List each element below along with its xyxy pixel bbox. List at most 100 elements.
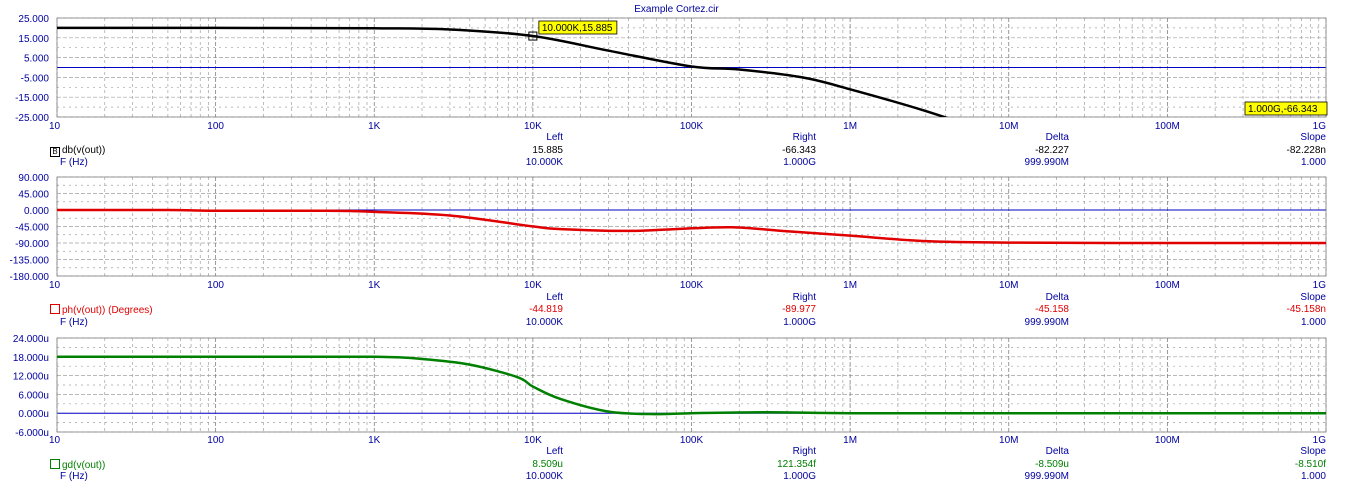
header-left: Left — [546, 446, 563, 457]
header-right: Right — [792, 132, 816, 143]
trace-marker-phase[interactable] — [50, 304, 60, 314]
phase-freq-slope: 1.000 — [1300, 317, 1326, 328]
header-slope: Slope — [1300, 132, 1326, 143]
trace-name-gd: gd(v(out)) — [62, 460, 106, 471]
y-tick-label: 0.000 — [24, 206, 49, 217]
y-tick-label: -180.000 — [10, 272, 50, 283]
plot-frame — [56, 176, 1327, 277]
y-tick-label: -15.000 — [15, 93, 49, 104]
gd-freq-left: 10.000K — [525, 471, 563, 482]
y-tick-label: 5.000 — [24, 54, 49, 65]
gd-right-value: 121.354f — [777, 459, 816, 470]
freq-row-mag: F (Hz) 10.000K 1.000G 999.990M 1.000 — [0, 157, 1353, 169]
header-left: Left — [546, 292, 563, 303]
mag-delta-value: -82.227 — [1035, 145, 1069, 156]
x-tick-label: 100 — [207, 121, 224, 132]
trace-row-gd[interactable]: gd(v(out)) 8.509u 121.354f -8.509u -8.51… — [0, 459, 1353, 471]
trace-marker-mag[interactable]: B — [50, 147, 60, 157]
gd-freq-delta: 999.990M — [1024, 471, 1069, 482]
mag-slope-value: -82.228n — [1286, 145, 1326, 156]
mag-freq-left: 10.000K — [525, 157, 563, 168]
freq-row-phase: F (Hz) 10.000K 1.000G 999.990M 1.000 — [0, 317, 1353, 329]
y-tick-label: -5.000 — [21, 73, 50, 84]
trace-marker-gd[interactable] — [50, 459, 60, 469]
x-tick-label: 10M — [999, 280, 1018, 291]
x-tick-label: 100M — [1155, 121, 1180, 132]
y-tick-label: 24.000u — [13, 334, 49, 345]
y-tick-label: -25.000 — [15, 113, 49, 124]
x-tick-label: 100K — [680, 435, 704, 446]
readout-header-row: Left Right Delta Slope — [0, 132, 1353, 144]
y-tick-label: 45.000 — [18, 190, 49, 201]
gd-freq-slope: 1.000 — [1300, 471, 1326, 482]
freq-row-gd: F (Hz) 10.000K 1.000G 999.990M 1.000 — [0, 471, 1353, 483]
header-right: Right — [792, 292, 816, 303]
cursor-tag-right: 1.000G,-66.343 — [1248, 104, 1318, 115]
plot-frame — [56, 17, 1327, 118]
freq-label-gd: F (Hz) — [60, 471, 88, 482]
trace-label-phase[interactable]: ph(v(out)) (Degrees) — [50, 304, 153, 317]
trace-phase — [57, 208, 1326, 245]
y-tick-label: 25.000 — [18, 14, 49, 25]
header-right: Right — [792, 446, 816, 457]
gd-slope-value: -8.510f — [1294, 459, 1326, 470]
readout-header-row: Left Right Delta Slope — [0, 292, 1353, 304]
gd-freq-right: 1.000G — [783, 471, 816, 482]
x-tick-label: 1M — [843, 121, 857, 132]
cursor-marker — [528, 31, 538, 41]
x-tick-label: 10 — [49, 435, 61, 446]
trace-label-gd[interactable]: gd(v(out)) — [50, 459, 105, 472]
x-tick-label: 10K — [524, 121, 542, 132]
y-tick-label: 15.000 — [18, 34, 49, 45]
trace-name-mag: db(v(out)) — [62, 145, 106, 156]
x-tick-label: 1G — [1313, 280, 1327, 291]
phase-slope-value: -45.158n — [1286, 304, 1326, 315]
x-tick-label: 1M — [843, 280, 857, 291]
trace-gd — [57, 355, 1326, 416]
header-left: Left — [546, 132, 563, 143]
readout-header-row: Left Right Delta Slope — [0, 446, 1353, 458]
y-tick-label: -6.000u — [15, 428, 49, 439]
trace-row-phase[interactable]: ph(v(out)) (Degrees) -44.819 -89.977 -45… — [0, 304, 1353, 316]
x-tick-label: 1K — [368, 435, 381, 446]
mag-right-value: -66.343 — [782, 145, 816, 156]
freq-label-mag: F (Hz) — [60, 157, 88, 168]
y-tick-label: 0.000u — [18, 409, 49, 420]
y-tick-label: 12.000u — [13, 372, 49, 383]
header-delta: Delta — [1045, 446, 1069, 457]
chart-title: Example Cortez.cir — [634, 4, 719, 15]
phase-left-value: -44.819 — [529, 304, 563, 315]
x-tick-label: 100K — [680, 280, 704, 291]
x-tick-label: 10K — [524, 280, 542, 291]
trace-mag — [57, 26, 949, 117]
freq-label-phase: F (Hz) — [60, 317, 88, 328]
gd-delta-value: -8.509u — [1035, 459, 1069, 470]
mag-freq-slope: 1.000 — [1300, 157, 1326, 168]
x-tick-label: 1K — [368, 280, 381, 291]
y-tick-label: 18.000u — [13, 353, 49, 364]
x-tick-label: 100 — [207, 280, 224, 291]
header-delta: Delta — [1045, 132, 1069, 143]
x-tick-label: 100 — [207, 435, 224, 446]
phase-delta-value: -45.158 — [1035, 304, 1069, 315]
x-tick-label: 1K — [368, 121, 381, 132]
mag-freq-right: 1.000G — [783, 157, 816, 168]
phase-freq-right: 1.000G — [783, 317, 816, 328]
mag-freq-delta: 999.990M — [1024, 157, 1069, 168]
x-tick-label: 100M — [1155, 435, 1180, 446]
phase-right-value: -89.977 — [782, 304, 816, 315]
x-tick-label: 10 — [49, 280, 61, 291]
x-tick-label: 100K — [680, 121, 704, 132]
header-slope: Slope — [1300, 292, 1326, 303]
phase-freq-left: 10.000K — [525, 317, 563, 328]
y-tick-label: 90.000 — [18, 173, 49, 184]
x-tick-label: 10M — [999, 435, 1018, 446]
y-tick-label: -135.000 — [10, 256, 50, 267]
x-tick-label: 10 — [49, 121, 61, 132]
trace-name-phase: ph(v(out)) (Degrees) — [62, 305, 153, 316]
cursor-tag-right-box — [1244, 101, 1328, 116]
x-tick-label: 1G — [1313, 435, 1327, 446]
